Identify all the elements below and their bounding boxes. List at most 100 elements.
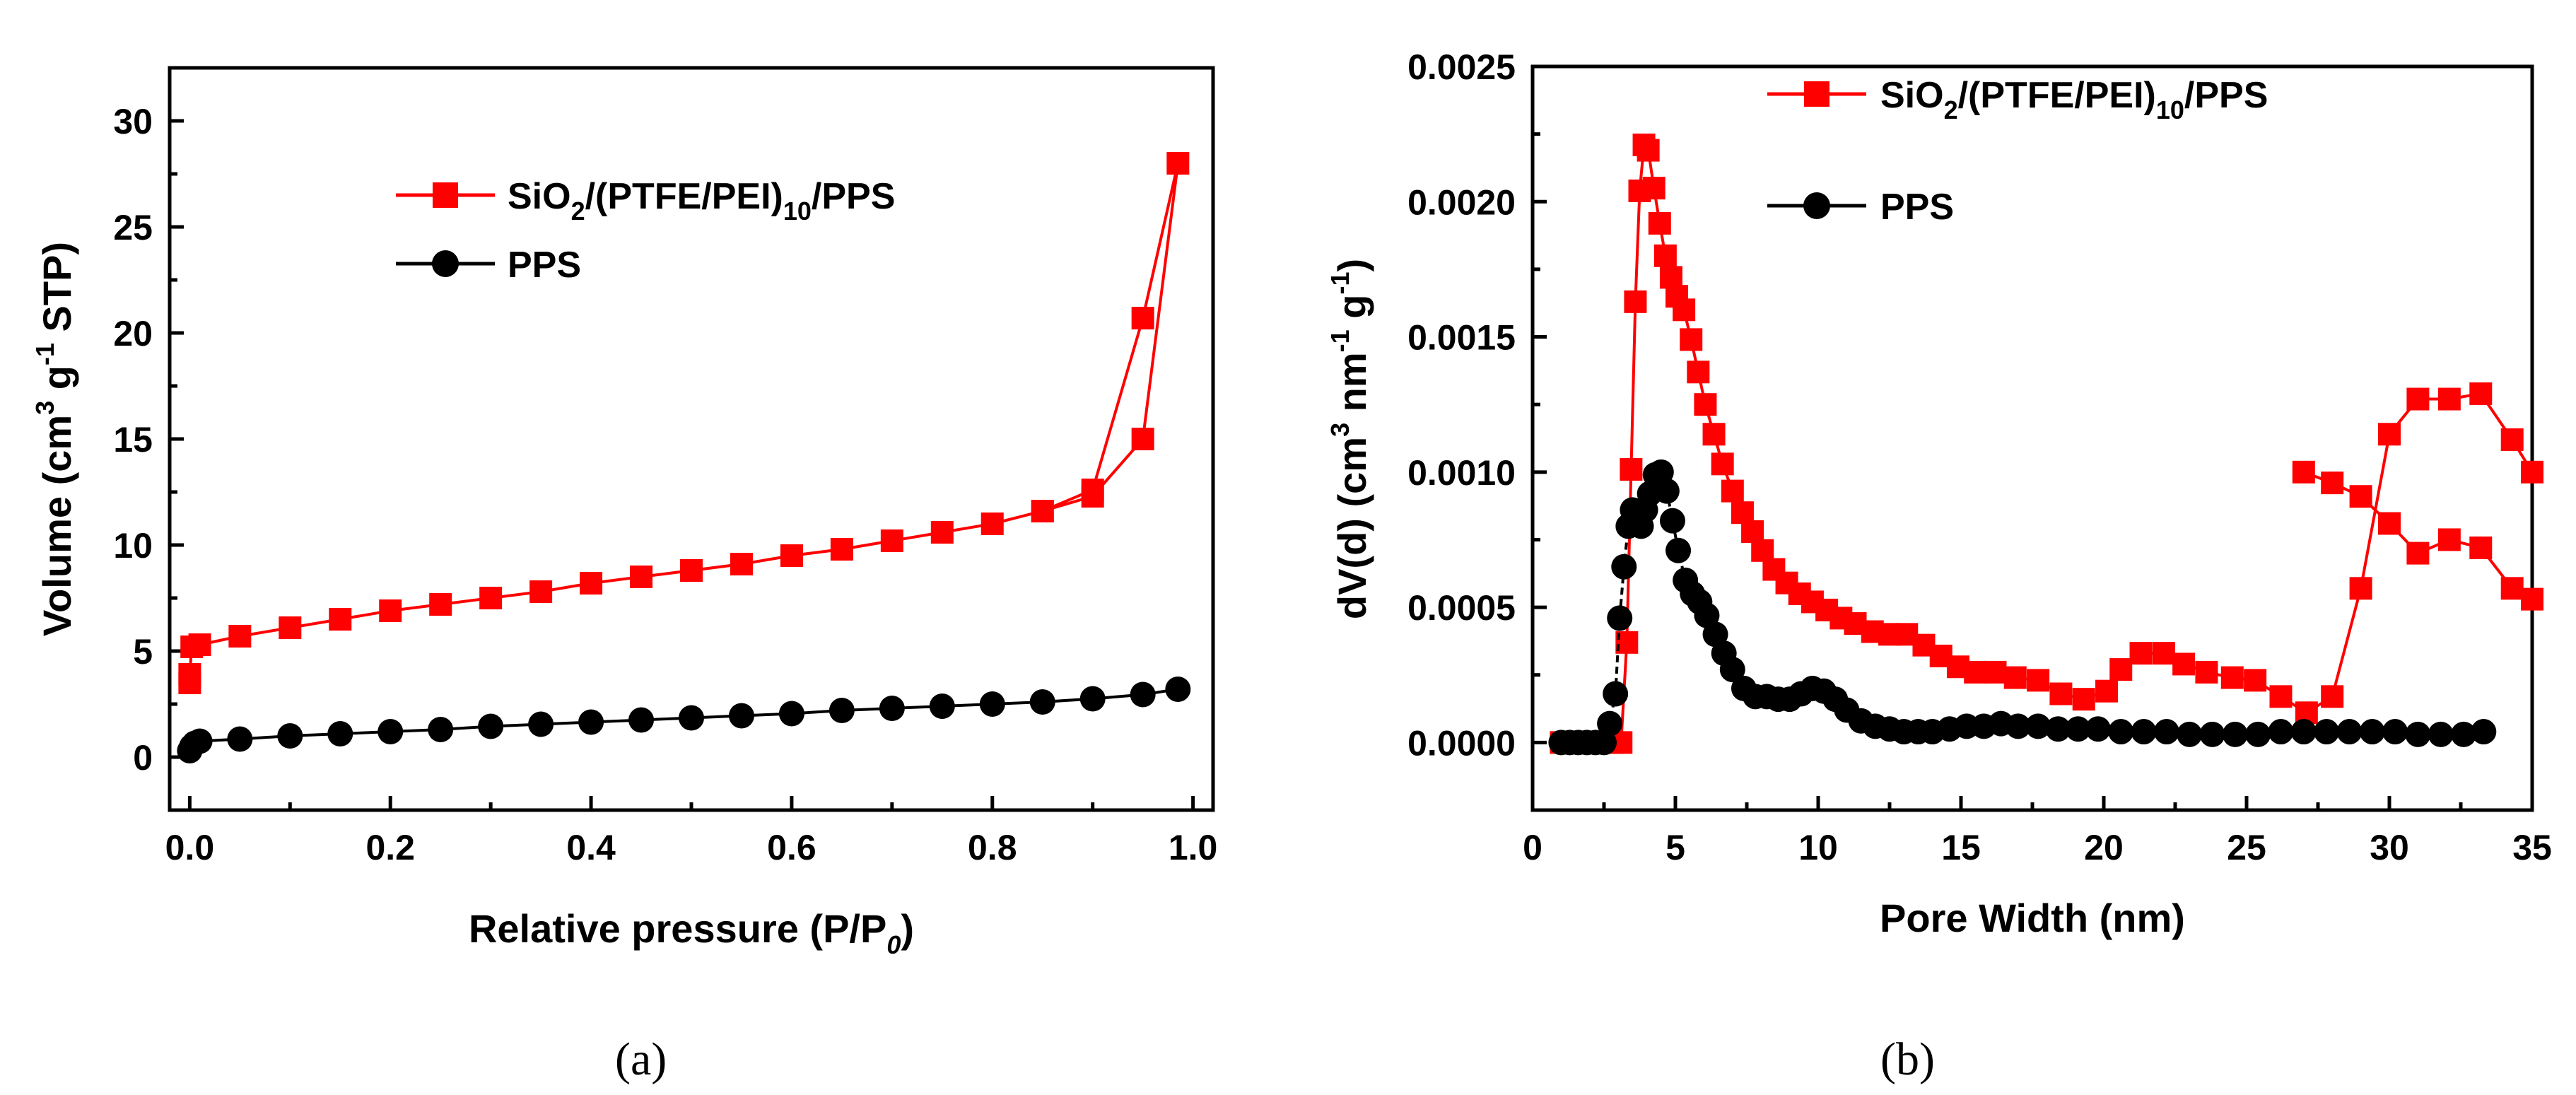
legend-label-a-sio2: SiO2/(PTFE/PEI)10/PPS (508, 176, 895, 226)
x-tick-label-a: 1.0 (1169, 828, 1218, 867)
data-point-b-pps (2451, 721, 2477, 747)
data-point-b-pps (2045, 716, 2071, 742)
legend-b: SiO2/(PTFE/PEI)10/PPS PPS (1767, 75, 2268, 228)
y-tick-label-a: 0 (133, 738, 153, 778)
data-point-b-sio2 (2049, 682, 2073, 705)
y-tick-label-b: 0.0005 (1407, 588, 1516, 628)
data-point-b-sio2 (1659, 266, 1682, 289)
y-tick-label-b: 0.0010 (1407, 453, 1516, 493)
data-point-a-pps (478, 713, 504, 739)
data-point-a-pps (679, 705, 704, 731)
data-point-b-sio2 (1964, 660, 1987, 684)
data-point-b-sio2 (2378, 512, 2401, 535)
legend-label-b-pps: PPS (1880, 187, 1954, 228)
x-tick-label-a: 0.6 (767, 828, 816, 867)
x-tick-label-a: 0.4 (566, 828, 616, 867)
x-axis-title-a: Relative pressure (P/P0) (469, 906, 914, 959)
x-tick-label-b: 25 (2227, 828, 2266, 867)
series-group-a (177, 152, 1191, 763)
data-point-a-sio2 (379, 599, 402, 622)
panel-label-b: (b) (1880, 1033, 1935, 1085)
x-tick-label-b: 10 (1798, 828, 1838, 867)
data-point-a-sio2 (730, 553, 753, 575)
panel-label-a: (a) (615, 1033, 667, 1085)
data-point-a-pps (829, 698, 855, 723)
data-point-a-pps (979, 691, 1005, 717)
data-point-b-pps (2085, 716, 2111, 742)
data-point-b-sio2 (2406, 387, 2430, 411)
y-tick-label-a: 15 (113, 420, 153, 459)
data-point-b-sio2 (1711, 452, 1734, 476)
data-point-a-sio2 (1166, 152, 1190, 175)
data-point-b-sio2 (2406, 541, 2430, 565)
data-point-b-sio2 (2500, 577, 2524, 600)
data-point-b-pps (1719, 657, 1745, 683)
data-point-a-pps (879, 696, 905, 721)
legend-marker-a-sio2 (433, 182, 458, 208)
data-point-a-sio2 (279, 616, 302, 639)
x-tick-label-b: 0 (1523, 828, 1542, 867)
data-point-a-sio2 (429, 593, 452, 616)
data-point-a-pps (929, 693, 955, 719)
data-point-b-pps (1607, 605, 1633, 631)
data-point-b-sio2 (2172, 652, 2196, 676)
data-point-b-sio2 (2521, 460, 2543, 484)
x-tick-label-a: 0.8 (968, 828, 1017, 867)
data-point-a-pps (578, 709, 604, 735)
data-point-b-pps (2131, 719, 2157, 745)
data-point-b-pps (2065, 716, 2091, 742)
y-tick-label-b: 0.0015 (1407, 318, 1516, 358)
data-point-b-sio2 (2072, 688, 2095, 711)
y-axis-title-b: dV(d) (cm3 nm-1 g-1) (1325, 259, 1374, 619)
x-tick-label-b: 5 (1665, 828, 1685, 867)
data-point-a-sio2 (1131, 428, 1154, 450)
chart-panel-b: 0 5 10 15 20 25 30 35 0.0000 0.0005 0.0010 0.0015 0.… (1325, 47, 2552, 1085)
data-point-b-sio2 (1751, 539, 1774, 562)
data-point-a-sio2 (1081, 479, 1104, 501)
data-point-b-pps (2382, 719, 2408, 745)
legend-marker-a-pps (432, 250, 459, 277)
data-point-b-sio2 (1653, 244, 1677, 267)
data-point-b-sio2 (2321, 685, 2344, 708)
data-point-b-pps (2314, 719, 2340, 745)
data-point-b-sio2 (1731, 501, 1754, 525)
data-point-a-sio2 (329, 608, 352, 631)
y-tick-label-b: 0.0020 (1407, 182, 1516, 222)
data-point-b-sio2 (2349, 485, 2372, 508)
series-line-a-sio2 (188, 163, 1180, 683)
data-point-a-pps (1029, 689, 1055, 715)
x-tick-label-a: 0.0 (165, 828, 215, 867)
y-tick-label-b: 0.0000 (1407, 723, 1516, 763)
x-axis-title-b: Pore Width (nm) (1880, 896, 2185, 940)
data-point-b-pps (2199, 721, 2225, 747)
y-tick-label-a: 25 (113, 208, 153, 247)
data-point-b-pps (2268, 719, 2294, 745)
data-point-a-pps (428, 717, 454, 742)
data-point-b-sio2 (1702, 423, 1726, 446)
data-point-b-pps (1603, 681, 1629, 707)
data-point-a-pps (327, 721, 353, 746)
data-point-a-pps (277, 723, 303, 749)
data-point-b-pps (1597, 710, 1623, 737)
data-point-b-pps (1653, 478, 1680, 504)
data-point-b-sio2 (2378, 423, 2401, 446)
y-tick-label-a: 20 (113, 314, 153, 353)
data-point-b-sio2 (2152, 642, 2175, 665)
data-point-a-sio2 (1131, 307, 1154, 329)
data-point-a-sio2 (178, 663, 201, 686)
legend-marker-b-sio2 (1804, 81, 1829, 107)
y-tick-label-a: 30 (113, 102, 153, 141)
legend-marker-b-pps (1803, 192, 1830, 219)
data-point-a-sio2 (1031, 500, 1054, 522)
data-point-a-pps (1165, 677, 1191, 702)
data-point-a-pps (778, 701, 804, 727)
data-point-b-sio2 (2195, 660, 2218, 684)
data-point-b-pps (1611, 554, 1637, 580)
x-tick-label-b: 15 (1941, 828, 1981, 867)
y-tick-label-a: 10 (113, 526, 153, 566)
data-point-b-pps (2222, 721, 2248, 747)
data-point-a-sio2 (880, 529, 903, 552)
y-axis-title-a: Volume (cm3 g-1 STP) (30, 242, 79, 636)
data-point-b-sio2 (2244, 669, 2267, 692)
data-point-a-pps (728, 703, 754, 729)
